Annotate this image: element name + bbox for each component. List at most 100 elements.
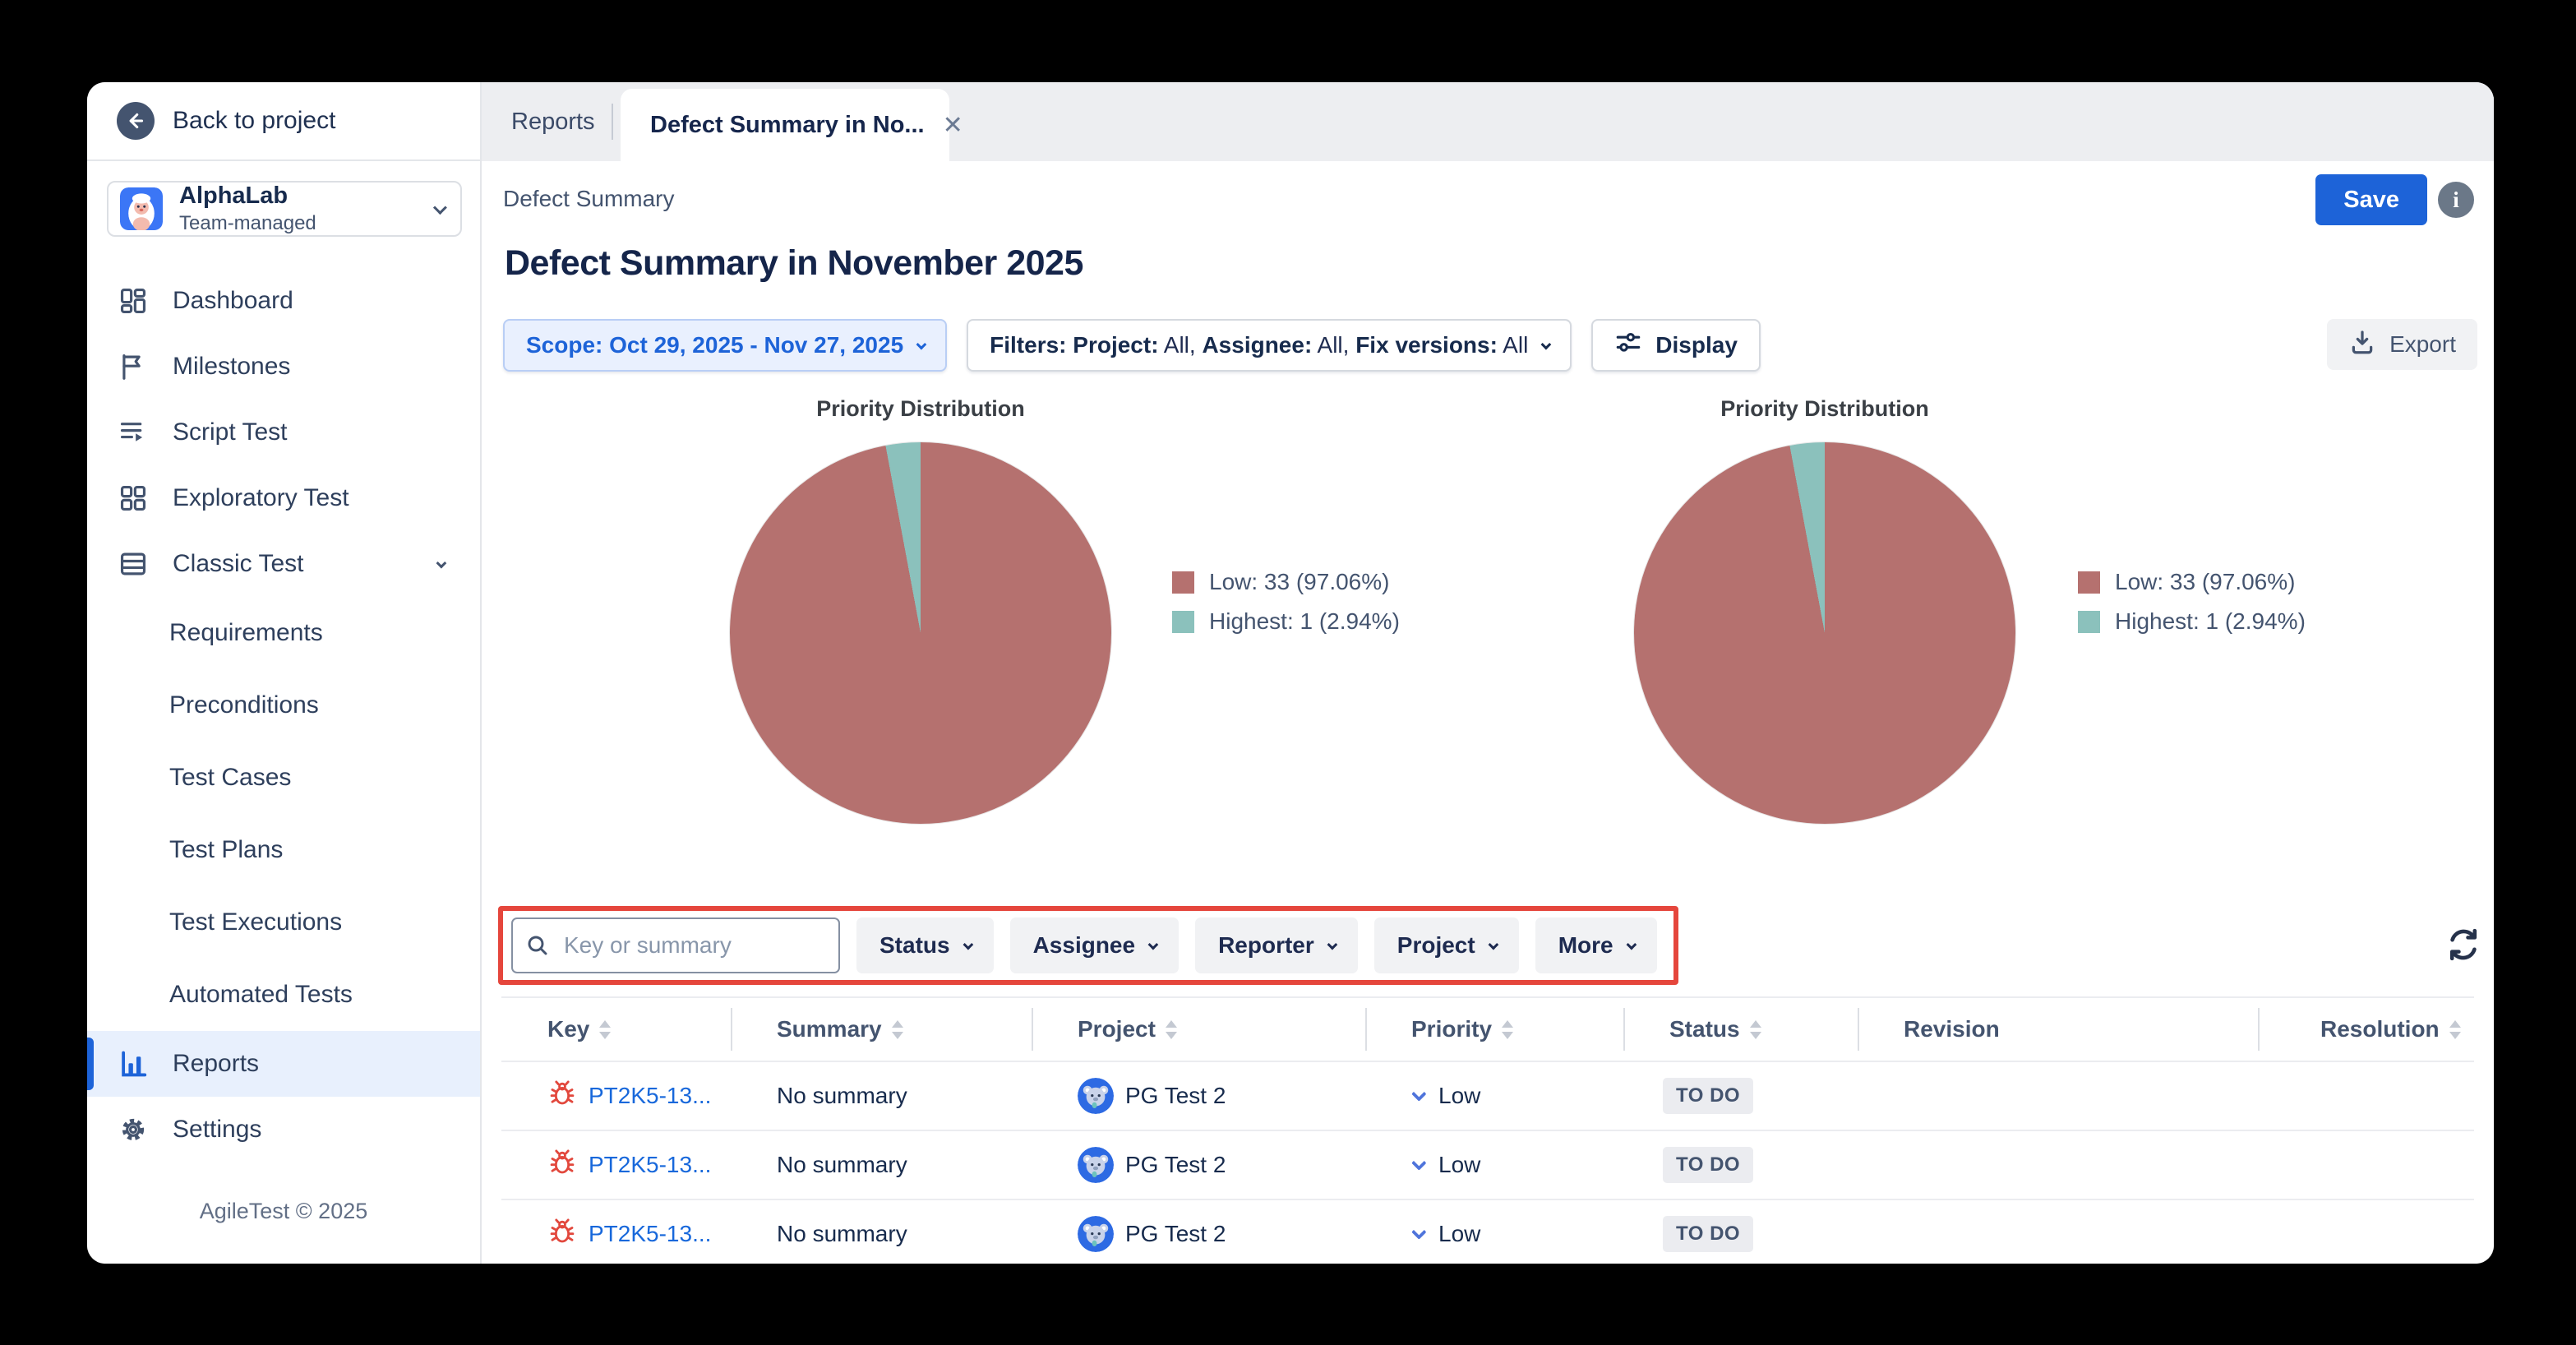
project-name: PG Test 2 [1125,1221,1226,1246]
info-icon[interactable]: i [2438,182,2474,218]
table-row[interactable]: PT2K5-13... No summary PG Test 2 Low TO … [501,1061,2474,1130]
column-header-summary[interactable]: Summary [731,998,1032,1061]
close-icon[interactable]: ✕ [942,111,963,139]
sort-icon [2449,1019,2461,1039]
sidebar-item-automated-tests[interactable]: Automated Tests [87,962,480,1028]
table-header-row: Key Summary Project Priority Status Revi… [501,998,2474,1061]
sidebar-item-test-cases[interactable]: Test Cases [87,745,480,811]
priority-low-icon [1411,1154,1427,1171]
bug-icon [547,1079,577,1114]
legend-item[interactable]: Low: 33 (97.06%) [2078,562,2306,602]
scope-dropdown[interactable]: Scope: Oct 29, 2025 - Nov 27, 2025 [503,319,948,372]
sidebar-item-label: Test Executions [169,908,343,936]
legend-item[interactable]: Low: 33 (97.06%) [1172,562,1400,602]
sidebar-item-test-plans[interactable]: Test Plans [87,817,480,883]
rows-icon [117,548,150,580]
status-cell: TO DO [1623,1062,1858,1130]
chart-title: Priority Distribution [1720,396,1929,421]
legend-item[interactable]: Highest: 1 (2.94%) [2078,602,2306,641]
gear-icon [117,1113,150,1146]
export-button[interactable]: Export [2327,319,2477,370]
tab-defect-summary[interactable]: Defect Summary in No... ✕ [621,89,963,161]
sidebar-item-label: Settings [173,1116,262,1143]
legend-swatch-low [1172,571,1194,594]
page-title: Defect Summary in November 2025 [505,243,1083,283]
reporter-filter-dropdown[interactable]: Reporter [1195,917,1358,973]
tab-label: Defect Summary in No... [650,111,925,138]
sidebar-item-label: Milestones [173,353,291,380]
project-cell: PG Test 2 [1032,1200,1365,1264]
chevron-down-icon [916,339,927,349]
priority-cell: Low [1365,1200,1623,1264]
chart-legend: Low: 33 (97.06%) Highest: 1 (2.94%) [1172,562,1400,641]
bug-icon [547,1148,577,1183]
key-cell: PT2K5-13... [501,1131,731,1199]
sidebar-item-label: Script Test [173,418,288,446]
defects-table: Key Summary Project Priority Status Revi… [501,996,2474,1264]
back-to-project-button[interactable]: Back to project [87,82,480,161]
save-button[interactable]: Save [2315,174,2427,225]
priority-low-icon [1411,1223,1427,1240]
status-badge: TO DO [1663,1216,1754,1252]
status-cell: TO DO [1623,1200,1858,1264]
tab-divider [612,104,613,140]
sort-icon [1502,1019,1514,1039]
status-filter-dropdown[interactable]: Status [856,917,994,973]
sliders-icon [1614,329,1642,363]
back-arrow-icon [117,102,155,140]
legend-item[interactable]: Highest: 1 (2.94%) [1172,602,1400,641]
issue-key-link[interactable]: PT2K5-13... [589,1221,712,1246]
status-cell: TO DO [1623,1131,1858,1199]
summary-cell: No summary [777,1083,907,1108]
project-type: Team-managed [179,211,316,234]
column-header-revision[interactable]: Revision [1858,998,2258,1061]
project-avatar [1078,1216,1114,1252]
sidebar-item-label: Automated Tests [169,981,353,1008]
tab-label: Reports [511,108,595,135]
more-filter-dropdown[interactable]: More [1535,917,1657,973]
scope-text: Scope: Oct 29, 2025 - Nov 27, 2025 [526,332,904,358]
summary-cell: No summary [777,1221,907,1246]
column-header-resolution[interactable]: Resolution [2258,998,2474,1061]
project-switcher[interactable]: AlphaLab Team-managed [107,181,462,237]
sidebar-item-dashboard[interactable]: Dashboard [87,268,480,334]
chevron-down-icon [1327,939,1338,950]
display-button[interactable]: Display [1591,319,1761,372]
project-cell: PG Test 2 [1032,1131,1365,1199]
sidebar-item-script-test[interactable]: Script Test [87,400,480,465]
project-filter-dropdown[interactable]: Project [1373,917,1519,973]
column-header-project[interactable]: Project [1032,998,1365,1061]
project-avatar [1078,1147,1114,1183]
column-header-status[interactable]: Status [1623,998,1858,1061]
sidebar-item-milestones[interactable]: Milestones [87,334,480,400]
chevron-down-icon [436,557,447,568]
search-input[interactable] [511,917,840,973]
sidebar-item-classic-test[interactable]: Classic Test [87,531,480,597]
issue-key-link[interactable]: PT2K5-13... [589,1152,712,1177]
project-info: AlphaLab Team-managed [179,183,418,234]
chart-title: Priority Distribution [816,396,1025,421]
issue-key-link[interactable]: PT2K5-13... [589,1083,712,1108]
sidebar-item-requirements[interactable]: Requirements [87,600,480,666]
filters-dropdown[interactable]: Filters: Project: All, Assignee: All, Fi… [967,319,1572,372]
dashboard-icon [117,284,150,317]
assignee-filter-dropdown[interactable]: Assignee [1009,917,1180,973]
tab-reports[interactable]: Reports [482,82,625,161]
sidebar-item-exploratory-test[interactable]: Exploratory Test [87,465,480,531]
column-header-priority[interactable]: Priority [1365,998,1623,1061]
sidebar-item-settings[interactable]: Settings [87,1097,480,1162]
search-icon [528,936,547,955]
legend-swatch-low [2078,571,2100,594]
table-row[interactable]: PT2K5-13... No summary PG Test 2 Low TO … [501,1130,2474,1199]
table-row[interactable]: PT2K5-13... No summary PG Test 2 Low TO … [501,1199,2474,1264]
column-header-key[interactable]: Key [501,998,731,1061]
sidebar-item-preconditions[interactable]: Preconditions [87,672,480,738]
sidebar-item-label: Reports [173,1050,260,1077]
refresh-icon[interactable] [2444,926,2482,964]
project-name: AlphaLab [179,182,289,209]
sidebar-item-reports[interactable]: Reports [87,1031,480,1097]
breadcrumb[interactable]: Defect Summary [503,186,675,211]
controls-row: Scope: Oct 29, 2025 - Nov 27, 2025 Filte… [503,319,1761,372]
filter-toolbar: Status Assignee Reporter Project More [511,917,1657,973]
sidebar-item-test-executions[interactable]: Test Executions [87,890,480,955]
